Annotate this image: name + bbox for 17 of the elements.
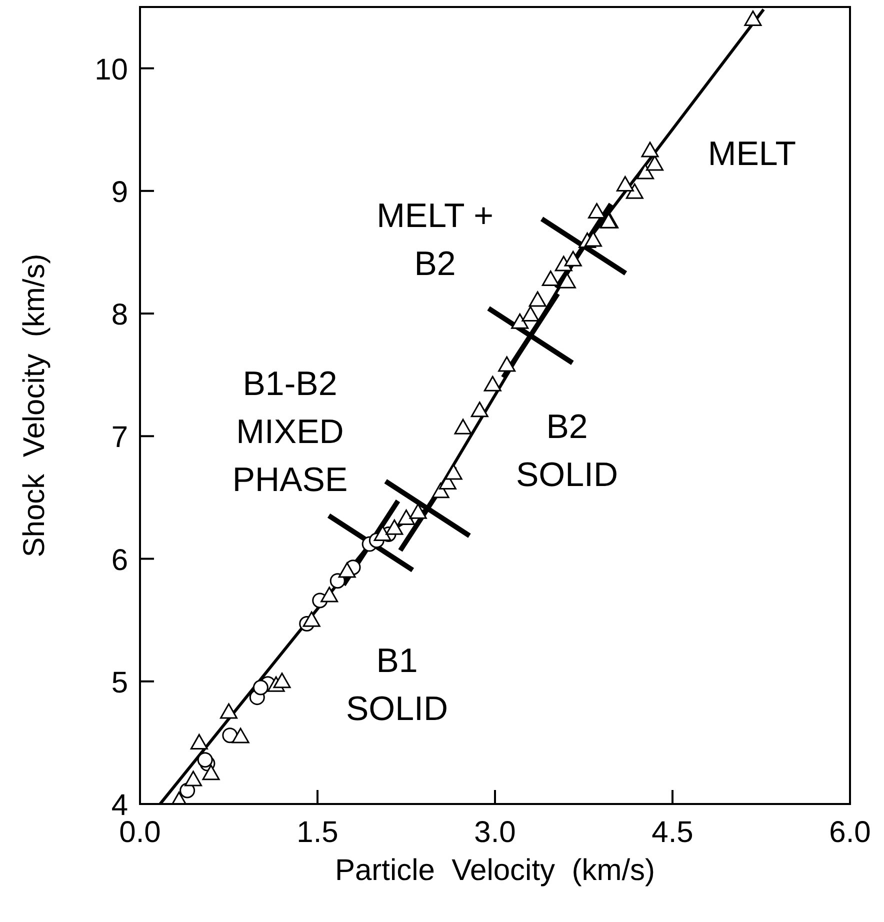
x-tick-label: 3.0 [474,816,516,849]
x-axis-title: Particle Velocity (km/s) [334,854,656,887]
x-tick-label: 4.5 [652,816,694,849]
y-tick-label: 10 [94,53,128,86]
y-tick-label: 7 [111,421,128,454]
y-tick-label: 5 [111,666,128,700]
annotation: MELT + B2 [376,197,494,283]
annotation: B1 SOLID [346,642,448,728]
y-tick-label: 8 [111,298,128,332]
y-tick-label: 9 [111,176,128,209]
x-tick-label: 1.5 [296,816,338,849]
y-tick-label: 6 [111,544,128,577]
x-tick-label: 6.0 [829,816,871,849]
annotation: B2 SOLID [516,408,618,494]
y-axis-title: Shock Velocity (km/s) [18,254,51,558]
annotation: B1-B2 MIXED PHASE [232,365,348,499]
annotation: MELT [708,135,796,173]
